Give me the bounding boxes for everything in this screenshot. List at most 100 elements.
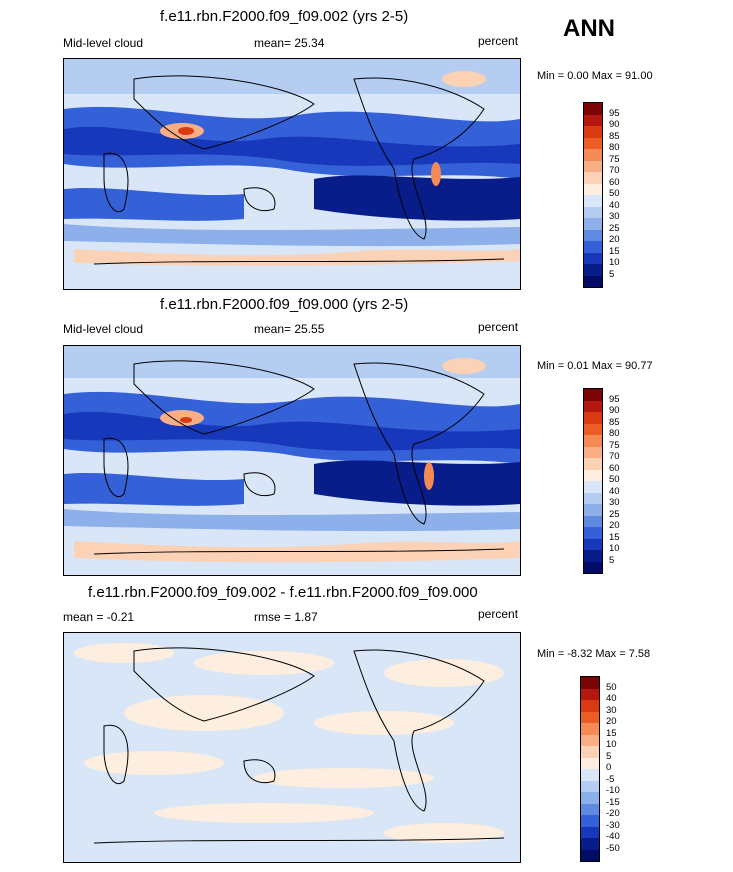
colorbar-cell: [584, 538, 602, 550]
colorbar-cell: [584, 446, 602, 458]
panel1-minmax: Min = 0.00 Max = 91.00: [537, 70, 653, 82]
colorbar-cell: [584, 160, 602, 172]
colorbar-cell: [584, 423, 602, 435]
colorbar-label: -10: [606, 785, 620, 796]
colorbar-label: 90: [609, 119, 620, 130]
colorbar-cell: [584, 103, 602, 115]
season-label: ANN: [563, 15, 615, 42]
colorbar-label: 75: [609, 153, 620, 165]
colorbar-cell: [584, 481, 602, 493]
colorbar-cell: [584, 126, 602, 138]
colorbar-label: 85: [609, 416, 620, 428]
colorbar-cell: [584, 149, 602, 161]
colorbar-label: 40: [609, 199, 620, 211]
colorbar-cell: [584, 252, 602, 264]
colorbar-label: 30: [609, 211, 620, 222]
colorbar-cell: [584, 400, 602, 412]
colorbar-cell: [581, 826, 599, 838]
colorbar-label: -30: [606, 819, 620, 831]
colorbar-cell: [584, 229, 602, 241]
colorbar-cell: [581, 780, 599, 792]
panel1-left-label: Mid-level cloud: [63, 36, 144, 50]
colorbar-cell: [584, 527, 602, 539]
panel2-map: [63, 345, 521, 576]
colorbar-label: 40: [609, 485, 620, 497]
panel3-title: f.e11.rbn.F2000.f09_f09.002 - f.e11.rbn.…: [88, 584, 478, 601]
colorbar-cell: [584, 264, 602, 276]
panel1-right-label: percent: [478, 34, 519, 48]
panel2-contour-field: [64, 346, 520, 575]
colorbar-cell: [581, 792, 599, 804]
colorbar-cell: [581, 803, 599, 815]
colorbar-cell: [584, 241, 602, 253]
colorbar-label: 5: [609, 554, 615, 566]
colorbar-label: 30: [609, 497, 620, 508]
colorbar-cell: [581, 677, 599, 689]
colorbar-cell: [584, 504, 602, 516]
colorbar-label: 85: [609, 130, 620, 142]
colorbar-cell: [584, 458, 602, 470]
colorbar-label: -15: [606, 796, 620, 808]
colorbar-label: 5: [606, 750, 612, 762]
panel3-right-label: percent: [478, 607, 519, 621]
colorbar-label: 95: [609, 107, 620, 119]
colorbar-cell: [581, 723, 599, 735]
panel1-title: f.e11.rbn.F2000.f09_f09.002 (yrs 2-5): [160, 8, 409, 25]
colorbar-cell: [584, 469, 602, 481]
panel1-contour-field: [64, 59, 520, 289]
panel2-title: f.e11.rbn.F2000.f09_f09.000 (yrs 2-5): [160, 296, 409, 313]
colorbar-cell: [581, 734, 599, 746]
panel3-map: [63, 632, 521, 863]
colorbar-label: 75: [609, 439, 620, 451]
colorbar-cell: [584, 183, 602, 195]
colorbar-label: 90: [609, 405, 620, 416]
colorbar-cell: [581, 711, 599, 723]
colorbar-label: 20: [609, 520, 620, 531]
colorbar-label: 15: [606, 727, 617, 739]
colorbar-label: 5: [609, 268, 615, 280]
panel2-minmax: Min = 0.01 Max = 90.77: [537, 360, 653, 372]
colorbar-cell: [581, 746, 599, 758]
colorbar-label: 15: [609, 245, 620, 257]
panel3-center-label: rmse = 1.87: [254, 610, 318, 624]
colorbar-cell: [581, 849, 599, 861]
colorbar-cell: [584, 515, 602, 527]
colorbar-label: 70: [609, 165, 620, 176]
colorbar-label: 40: [606, 693, 617, 704]
colorbar-label: 0: [606, 762, 612, 773]
colorbar-cell: [584, 137, 602, 149]
panel1-center-label: mean= 25.34: [254, 36, 325, 50]
colorbar-cell: [581, 757, 599, 769]
colorbar-cell: [584, 206, 602, 218]
colorbar-label: 30: [606, 704, 617, 716]
panel3-left-label: mean = -0.21: [63, 610, 135, 624]
colorbar-cell: [584, 275, 602, 287]
colorbar-label: 80: [609, 142, 620, 153]
colorbar-cell: [581, 838, 599, 850]
panel3-minmax: Min = -8.32 Max = 7.58: [537, 648, 651, 660]
colorbar-label: 10: [609, 543, 620, 554]
colorbar-label: 60: [609, 176, 620, 188]
colorbar-label: 95: [609, 393, 620, 405]
colorbar-cell: [581, 769, 599, 781]
colorbar-label: 70: [609, 451, 620, 462]
colorbar-label: 25: [609, 508, 620, 520]
panel1-map: [63, 58, 521, 290]
colorbar-label: -20: [606, 808, 620, 819]
panel2-left-label: Mid-level cloud: [63, 322, 144, 336]
colorbar-cell: [584, 172, 602, 184]
colorbar-cell: [584, 389, 602, 401]
colorbar-label: 60: [609, 462, 620, 474]
colorbar-cell: [584, 550, 602, 562]
panel3-contour-field: [64, 633, 520, 862]
colorbar-cell: [584, 412, 602, 424]
colorbar-label: 20: [609, 234, 620, 245]
colorbar-cell: [581, 700, 599, 712]
colorbar-label: -40: [606, 831, 620, 842]
colorbar-label: 50: [609, 188, 620, 199]
colorbar-cell: [584, 435, 602, 447]
colorbar-label: 80: [609, 428, 620, 439]
colorbar-cell: [584, 114, 602, 126]
colorbar-label: 50: [606, 681, 617, 693]
colorbar-cell: [584, 218, 602, 230]
